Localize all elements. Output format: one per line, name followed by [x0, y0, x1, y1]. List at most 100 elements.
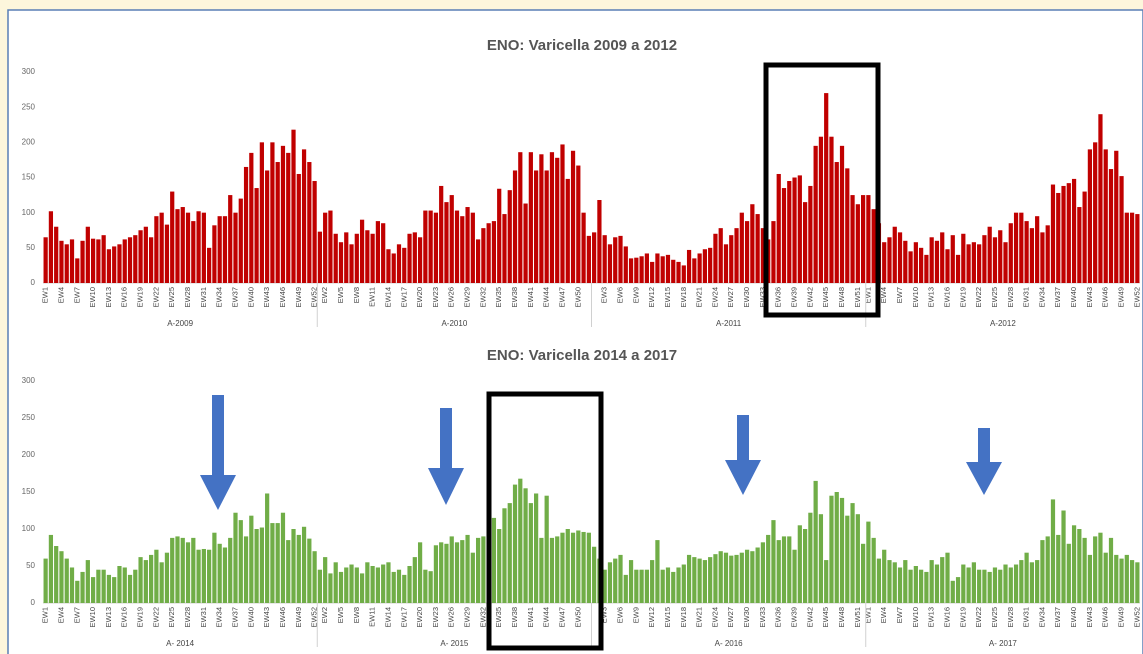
x-tick-label: EW22 — [974, 607, 983, 627]
x-tick-label: EW40 — [246, 287, 255, 307]
group-label: A-2009 — [167, 319, 193, 328]
bar — [460, 540, 465, 603]
bar — [945, 249, 950, 283]
bar — [919, 569, 924, 603]
bar — [760, 542, 766, 603]
bar — [402, 247, 407, 283]
bar — [792, 177, 797, 283]
bar — [180, 207, 185, 283]
bar — [301, 149, 307, 283]
x-tick-label: EW29 — [463, 287, 472, 307]
x-tick-label: EW1 — [41, 287, 50, 303]
bar — [185, 542, 191, 603]
bar — [96, 239, 101, 283]
bar — [723, 552, 729, 603]
x-tick-label: EW16 — [942, 287, 951, 307]
bar — [739, 552, 744, 603]
x-tick-label: EW17 — [399, 607, 408, 627]
bar — [1129, 560, 1135, 603]
bar — [365, 562, 370, 603]
bar — [766, 534, 771, 603]
bar — [560, 144, 565, 283]
bar — [897, 232, 903, 283]
bar — [127, 237, 133, 283]
bar — [708, 557, 713, 603]
bar — [1077, 529, 1082, 603]
bar — [781, 536, 787, 603]
bar — [1029, 562, 1034, 603]
x-tick-label: EW13 — [927, 607, 936, 627]
bar — [238, 520, 243, 603]
bar — [117, 244, 122, 283]
x-tick-label: EW15 — [663, 287, 672, 307]
bar — [1098, 114, 1103, 283]
bar — [992, 567, 998, 603]
bar — [249, 515, 254, 603]
bar — [54, 546, 59, 603]
x-tick-label: EW15 — [663, 607, 672, 627]
x-tick-label: EW20 — [415, 607, 424, 627]
x-tick-label: EW46 — [1101, 287, 1110, 307]
bar — [164, 224, 170, 283]
bar — [929, 237, 934, 283]
x-tick-label: EW21 — [695, 607, 704, 627]
x-tick-label: EW31 — [199, 287, 208, 307]
bar — [534, 170, 539, 283]
bar — [1040, 232, 1045, 283]
x-tick-label: EW7 — [72, 287, 81, 303]
bar — [228, 195, 233, 283]
x-tick-label: EW43 — [262, 607, 271, 627]
x-tick-label: EW35 — [494, 607, 503, 627]
bar — [829, 136, 834, 283]
x-tick-label: EW25 — [167, 287, 176, 307]
bar — [159, 562, 164, 603]
x-tick-label: EW7 — [72, 607, 81, 623]
bar — [871, 537, 876, 603]
bar — [386, 249, 391, 283]
y-tick-label: 250 — [22, 102, 36, 111]
bar — [301, 526, 307, 603]
bar — [122, 239, 127, 283]
bar — [797, 525, 802, 603]
y-tick-label: 50 — [26, 243, 35, 252]
arrow — [966, 428, 1002, 495]
bar — [1061, 510, 1066, 603]
bar — [686, 554, 692, 603]
x-tick-label: EW37 — [1053, 607, 1062, 627]
bar — [439, 542, 444, 603]
bar — [676, 261, 681, 283]
bar — [876, 558, 882, 603]
x-tick-label: EW14 — [383, 607, 392, 627]
bar — [1114, 554, 1119, 603]
bar — [824, 93, 829, 283]
bar — [1003, 242, 1008, 283]
bar — [127, 574, 133, 603]
bar — [998, 230, 1003, 283]
group-label: A-2010 — [441, 319, 467, 328]
bar — [1135, 214, 1140, 283]
bar — [581, 531, 586, 603]
x-tick-label: EW29 — [463, 607, 472, 627]
bar — [243, 536, 249, 603]
x-tick-label: EW32 — [478, 287, 487, 307]
x-tick-label: EW41 — [526, 607, 535, 627]
x-tick-label: EW20 — [415, 287, 424, 307]
bar — [312, 551, 317, 603]
bar — [75, 258, 80, 283]
bar — [955, 577, 961, 603]
x-tick-label: EW10 — [88, 607, 97, 627]
highlight-box — [486, 391, 604, 651]
bar — [702, 249, 708, 283]
x-tick-label: EW46 — [1101, 607, 1110, 627]
x-tick-label: EW23 — [431, 607, 440, 627]
x-tick-label: EW37 — [1053, 287, 1062, 307]
bar — [149, 554, 154, 603]
bar — [908, 251, 913, 283]
bar — [1050, 184, 1056, 283]
x-tick-label: EW30 — [742, 287, 751, 307]
bar — [433, 545, 439, 603]
bar — [1045, 225, 1050, 283]
bar — [296, 534, 301, 603]
bar — [48, 211, 54, 283]
bar — [549, 152, 555, 283]
